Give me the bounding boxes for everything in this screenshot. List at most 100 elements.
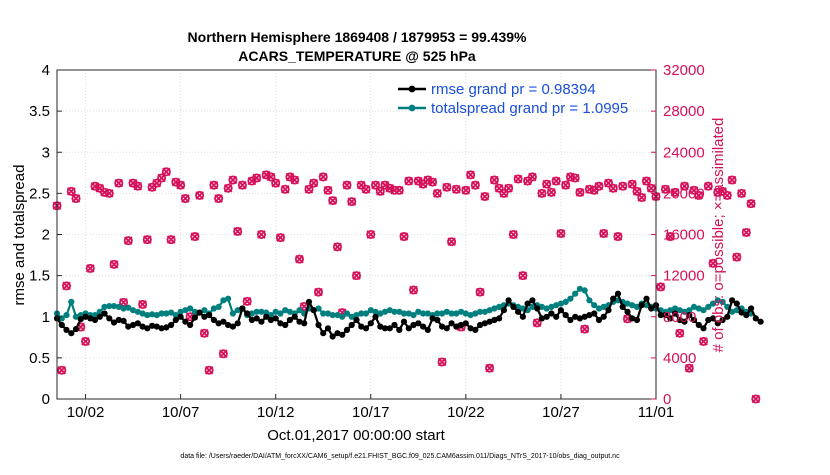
rmse-point <box>101 310 108 317</box>
right-tick-label: 16000 <box>663 227 705 244</box>
obs-point <box>114 178 124 188</box>
rmse-point <box>633 316 641 324</box>
obs-point <box>737 188 747 198</box>
spread-point <box>362 310 370 317</box>
rmse-point <box>462 320 469 327</box>
obs-point <box>561 180 571 190</box>
left-axis-ticks: 0 0.5 1 1.5 2 2.5 3 3.5 4 <box>29 62 62 408</box>
rmse-point <box>572 313 579 320</box>
spread-point <box>191 308 198 315</box>
rmse-point <box>605 307 612 314</box>
obs-point <box>109 259 119 269</box>
rmse-point <box>705 316 712 324</box>
spread-point <box>91 312 99 319</box>
left-tick-label: 2.5 <box>29 185 50 202</box>
rmse-point <box>719 316 726 324</box>
spread-point <box>182 307 189 314</box>
rmse-point <box>396 326 403 333</box>
obs-point <box>62 281 72 291</box>
rmse-point <box>491 316 498 324</box>
rmse-point <box>743 312 750 319</box>
obs-point <box>66 186 76 196</box>
spread-point <box>400 310 408 317</box>
rmse-point <box>681 318 688 325</box>
obs-point <box>741 227 751 237</box>
x-tick-label: 10/02 <box>67 404 105 421</box>
right-tick-label: 20000 <box>663 185 705 202</box>
obs-point <box>218 349 228 359</box>
spread-point <box>600 303 607 310</box>
spread-point <box>586 297 593 304</box>
right-tick-label: 24000 <box>663 144 705 161</box>
obs-point <box>599 228 609 238</box>
obs-point <box>85 263 95 273</box>
rmse-point <box>434 316 441 324</box>
obs-point <box>71 194 81 204</box>
obs-point <box>661 184 671 194</box>
spread-point <box>686 307 693 314</box>
rmse-point <box>405 325 412 332</box>
legend-spread-label: totalspread grand pr = 1.0995 <box>431 100 628 117</box>
y-axis-label-right: # of obs: o=possible; ×=assimilated <box>710 118 727 353</box>
obs-point <box>271 178 281 188</box>
rmse-point <box>177 313 184 320</box>
spread-point <box>324 310 332 317</box>
spread-point <box>329 312 336 319</box>
obs-point <box>57 365 67 375</box>
obs-point <box>209 180 219 190</box>
obs-point <box>342 180 352 190</box>
obs-point <box>504 183 514 193</box>
obs-point <box>138 299 148 309</box>
rmse-point <box>296 318 303 325</box>
obs-point <box>527 172 537 182</box>
rmse-point <box>68 330 75 337</box>
spread-point <box>96 308 103 315</box>
rmse-point <box>629 315 636 322</box>
obs-point <box>318 172 328 182</box>
obs-point <box>656 282 666 292</box>
obs-point <box>627 179 637 189</box>
rmse-point <box>58 321 65 329</box>
obs-point <box>689 185 699 195</box>
rmse-point <box>443 325 450 332</box>
spread-point <box>714 297 721 304</box>
spread-point <box>624 300 631 307</box>
obs-point <box>351 271 361 281</box>
rmse-point <box>657 312 664 319</box>
rmse-point <box>367 320 374 327</box>
rmse-point <box>305 298 313 305</box>
spread-point <box>234 307 241 314</box>
rmse-point <box>115 316 122 324</box>
spread-point <box>434 310 441 317</box>
rmse-point <box>486 318 493 325</box>
rmse-point <box>286 316 293 324</box>
obs-point <box>394 185 404 195</box>
obs-point <box>699 336 709 346</box>
right-tick-label: 0 <box>663 391 671 408</box>
rmse-point <box>91 316 99 324</box>
rmse-point <box>424 326 431 333</box>
rmse-point <box>567 316 574 324</box>
rmse-point <box>282 321 289 329</box>
left-tick-label: 4 <box>42 62 50 79</box>
rmse-point <box>253 315 260 322</box>
rmse-point <box>191 314 198 321</box>
rmse-point <box>63 326 70 333</box>
spread-point <box>700 307 707 314</box>
obs-point <box>347 197 357 207</box>
obs-point <box>195 190 205 200</box>
rmse-point <box>182 318 189 325</box>
obs-point <box>570 173 580 183</box>
y-axis-label-left: rmse and totalspread <box>11 165 28 306</box>
data-file-footer: data file: /Users/raeder/DAI/ATM_forcXX/… <box>180 453 620 460</box>
rmse-point <box>372 313 379 320</box>
obs-point <box>670 187 680 197</box>
rmse-point <box>153 323 160 330</box>
rmse-point <box>420 323 427 330</box>
rmse-point <box>87 315 94 322</box>
spread-point <box>439 310 446 317</box>
chart-title-line2: ACARS_TEMPERATURE @ 525 hPa <box>238 48 476 64</box>
obs-point <box>518 271 528 281</box>
spread-point <box>63 312 70 319</box>
